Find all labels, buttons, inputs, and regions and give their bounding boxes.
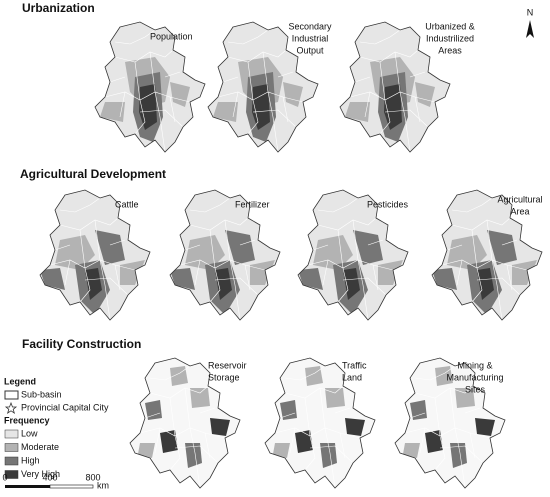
legend-item: Provincial Capital City	[21, 402, 109, 412]
map-label: Industrial	[292, 33, 329, 43]
scale-label: 800	[85, 472, 100, 482]
map-label: Population	[150, 31, 193, 41]
legend-swatch	[4, 456, 19, 466]
scale-label: 0	[2, 472, 7, 482]
legend: Legend Sub-basin Provincial Capital City…	[4, 376, 109, 479]
legend-swatch	[4, 390, 19, 400]
legend-title: Legend	[4, 376, 36, 386]
map-label: Mining &	[457, 360, 492, 370]
section-title: Facility Construction	[22, 337, 141, 351]
legend-swatch	[4, 443, 19, 452]
legend-item: Sub-basin	[21, 389, 62, 399]
legend-item: Moderate	[21, 442, 59, 452]
section-title: Agricultural Development	[20, 167, 166, 181]
map-label: Cattle	[115, 199, 139, 209]
map-label: Land	[342, 372, 362, 382]
map-label: Areas	[438, 45, 462, 55]
capital-star	[4, 401, 18, 414]
north-label: N	[527, 7, 534, 17]
map-label: Industrilized	[426, 33, 474, 43]
map-label: Manufacturing	[446, 372, 503, 382]
scale-unit: km	[97, 480, 109, 490]
map-label: Area	[510, 206, 529, 216]
scale-segment	[49, 484, 94, 489]
map-label: Storage	[208, 372, 240, 382]
map-label: Sites	[465, 384, 486, 394]
map	[40, 190, 150, 320]
legend-swatch	[4, 429, 19, 439]
map-label: Agricultural	[497, 194, 542, 204]
scale-label: 400	[42, 472, 57, 482]
section-title: Urbanization	[22, 1, 95, 15]
map-label: Output	[296, 45, 324, 55]
map-label: Fertilizer	[235, 199, 270, 209]
north-arrow: N	[526, 7, 534, 38]
legend-item: High	[21, 455, 40, 465]
map-label: Urbanized &	[425, 21, 475, 31]
legend-item: Low	[21, 428, 38, 438]
map-label: Secondary	[288, 21, 332, 31]
map-label: Traffic	[342, 360, 367, 370]
legend-subtitle: Frequency	[4, 415, 50, 425]
map	[95, 22, 205, 152]
scale-bar: 0 400 800 km	[2, 472, 109, 490]
legend-item: Very High	[21, 469, 60, 479]
map-label: Reservoir	[208, 360, 247, 370]
map-label: Pesticides	[367, 199, 409, 209]
map	[298, 190, 408, 320]
scale-segment	[5, 485, 50, 488]
map	[170, 190, 280, 320]
legend-swatch	[4, 470, 19, 479]
